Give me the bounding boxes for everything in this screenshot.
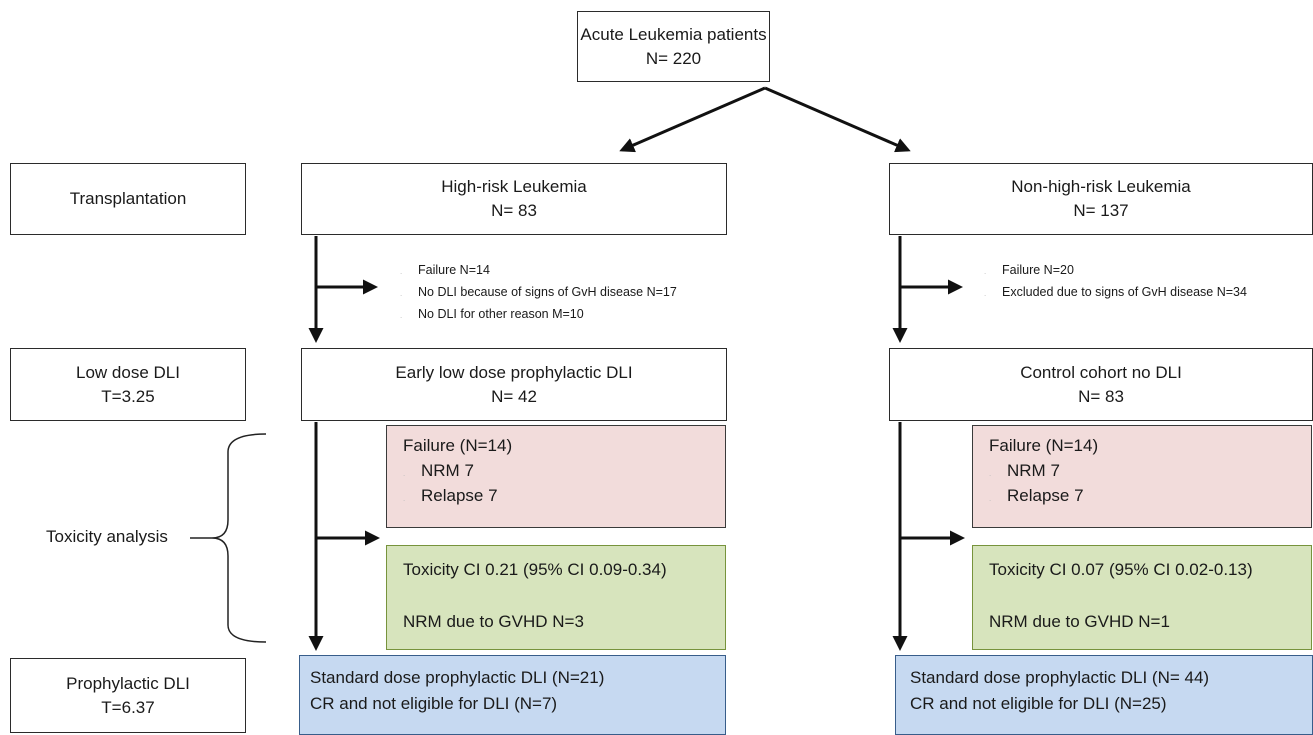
root-title: Acute Leukemia patients [580, 24, 767, 44]
early-low-dose-box: Early low dose prophylactic DLI N= 42 [301, 348, 727, 421]
right-nrm-gvhd: NRM due to GVHD N=1 [989, 612, 1170, 631]
left-outcome-box: Standard dose prophylactic DLI (N=21) CR… [299, 655, 726, 735]
left-failure-nrm: . NRM 7 [403, 461, 474, 480]
right-toxicity-ci: Toxicity CI 0.07 (95% CI 0.02-0.13) [989, 560, 1253, 579]
left-failure-relapse: . Relapse 7 [403, 486, 498, 505]
left-outcome-cr: CR and not eligible for DLI (N=7) [310, 694, 558, 713]
high-risk-box: High-risk Leukemia N= 83 [301, 163, 727, 235]
toxicity-brace [190, 433, 267, 643]
right-outcome-cr: CR and not eligible for DLI (N=25) [910, 694, 1167, 713]
left-toxicity-ci: Toxicity CI 0.21 (95% CI 0.09-0.34) [403, 560, 667, 579]
left-exclusion-1: . Failure N=14 [400, 263, 490, 277]
left-nrm-gvhd: NRM due to GVHD N=3 [403, 612, 584, 631]
right-failure-relapse: . Relapse 7 [989, 486, 1084, 505]
root-box: Acute Leukemia patients N= 220 [577, 11, 770, 82]
left-toxicity-box: Toxicity CI 0.21 (95% CI 0.09-0.34) NRM … [386, 545, 726, 650]
right-toxicity-box: Toxicity CI 0.07 (95% CI 0.02-0.13) NRM … [972, 545, 1312, 650]
control-cohort-box: Control cohort no DLI N= 83 [889, 348, 1313, 421]
right-exclusion-1: . Failure N=20 [984, 263, 1074, 277]
right-failure-nrm: . NRM 7 [989, 461, 1060, 480]
arrow-to-high-risk [619, 86, 766, 153]
stage-prophylactic: Prophylactic DLI T=6.37 [10, 658, 246, 733]
right-failure-title: Failure (N=14) [989, 436, 1099, 455]
right-exclusion-2: . Excluded due to signs of GvH disease N=… [984, 285, 1247, 299]
left-exclusion-3: . No DLI for other reason M=10 [400, 307, 584, 321]
non-high-risk-box: Non-high-risk Leukemia N= 137 [889, 163, 1313, 235]
stage-toxicity: Toxicity analysis [46, 527, 168, 546]
stage-transplantation: Transplantation [10, 163, 246, 235]
root-count: N= 220 [645, 48, 702, 68]
left-failure-title: Failure (N=14) [403, 436, 513, 455]
right-outcome-standard: Standard dose prophylactic DLI (N= 44) [910, 668, 1210, 687]
left-outcome-standard: Standard dose prophylactic DLI (N=21) [310, 668, 605, 687]
arrow-to-non-high-risk [764, 86, 911, 153]
right-outcome-box: Standard dose prophylactic DLI (N= 44) C… [895, 655, 1313, 735]
left-failure-box: Failure (N=14) . NRM 7 . Relapse 7 [386, 425, 726, 528]
stage-low-dose: Low dose DLI T=3.25 [10, 348, 246, 421]
right-failure-box: Failure (N=14) . NRM 7 . Relapse 7 [972, 425, 1312, 528]
left-exclusion-2: . No DLI because of signs of GvH disease … [400, 285, 677, 299]
